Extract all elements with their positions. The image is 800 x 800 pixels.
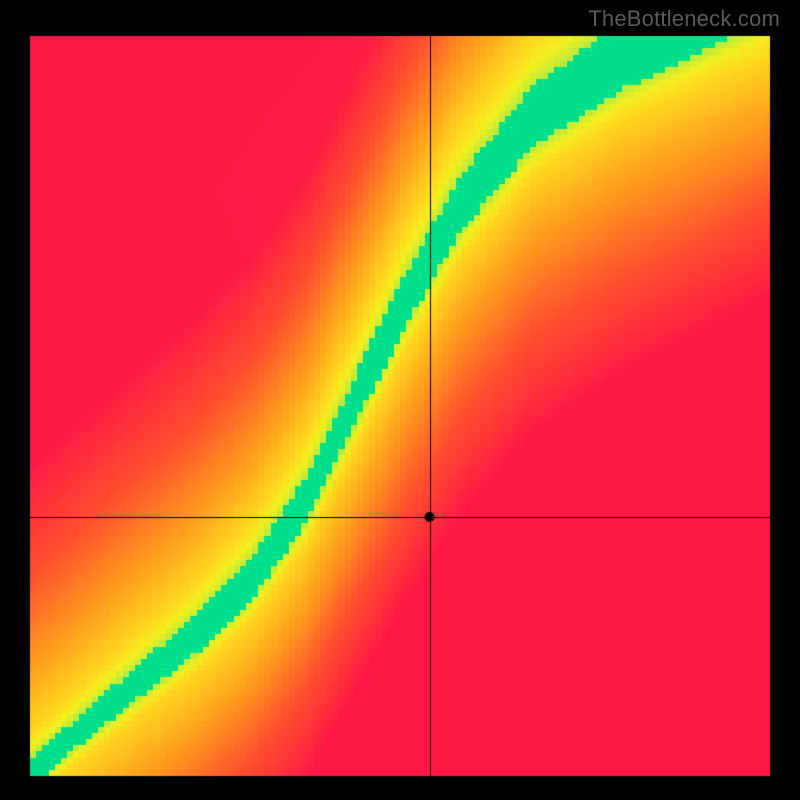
watermark-text: TheBottleneck.com: [588, 6, 780, 32]
bottleneck-heatmap: [0, 0, 800, 800]
chart-container: TheBottleneck.com: [0, 0, 800, 800]
